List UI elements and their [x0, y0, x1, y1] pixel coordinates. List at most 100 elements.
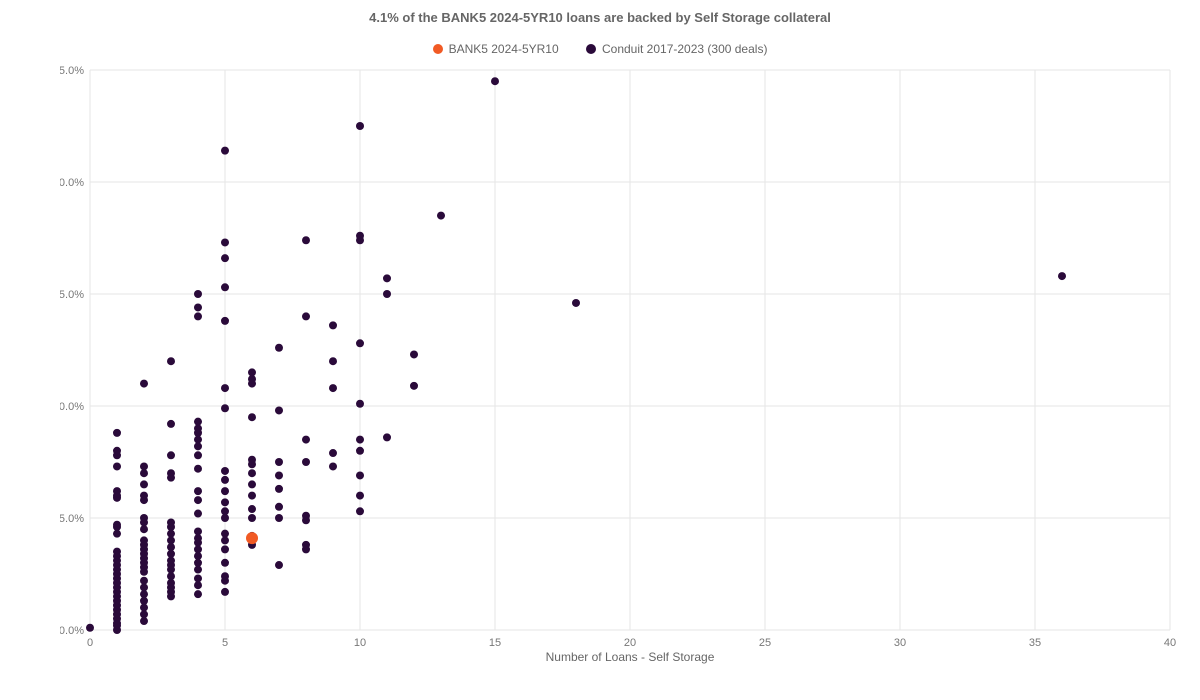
svg-text:10.0%: 10.0% [60, 401, 84, 413]
data-point [329, 384, 337, 392]
data-point [1058, 272, 1066, 280]
data-point [275, 561, 283, 569]
data-point [194, 303, 202, 311]
data-point [113, 429, 121, 437]
data-point [248, 514, 256, 522]
data-point [221, 384, 229, 392]
plot-area: 0.0%5.0%10.0%15.0%20.0%25.0% 05101520253… [60, 65, 1180, 665]
data-point [356, 122, 364, 130]
data-point [221, 530, 229, 538]
data-point [302, 541, 310, 549]
data-point [248, 368, 256, 376]
data-point [302, 458, 310, 466]
data-point [140, 514, 148, 522]
data-point [221, 588, 229, 596]
data-point [302, 436, 310, 444]
x-axis-ticks: 0510152025303540 [87, 637, 1176, 649]
data-point [329, 357, 337, 365]
svg-text:20.0%: 20.0% [60, 177, 84, 189]
data-point [221, 317, 229, 325]
legend-swatch-conduit [586, 44, 596, 54]
data-point [221, 404, 229, 412]
data-point [248, 505, 256, 513]
series-highlight [246, 532, 258, 544]
data-point [248, 469, 256, 477]
data-point [275, 514, 283, 522]
svg-text:0.0%: 0.0% [60, 625, 84, 637]
chart-title: 4.1% of the BANK5 2024-5YR10 loans are b… [0, 10, 1200, 25]
data-point [221, 283, 229, 291]
data-point [140, 462, 148, 470]
data-point [356, 400, 364, 408]
data-point [194, 527, 202, 535]
data-point [248, 413, 256, 421]
data-point [221, 467, 229, 475]
data-point [356, 507, 364, 515]
data-point [194, 496, 202, 504]
data-point [221, 545, 229, 553]
data-point [302, 312, 310, 320]
data-point [410, 382, 418, 390]
data-point [113, 548, 121, 556]
data-point [356, 471, 364, 479]
data-point [383, 433, 391, 441]
svg-text:5.0%: 5.0% [60, 513, 84, 525]
data-point [356, 232, 364, 240]
data-point [302, 236, 310, 244]
data-point [275, 458, 283, 466]
data-point [246, 532, 258, 544]
legend-label-conduit: Conduit 2017-2023 (300 deals) [602, 42, 767, 56]
data-point [302, 512, 310, 520]
data-point [194, 465, 202, 473]
legend-item-conduit: Conduit 2017-2023 (300 deals) [586, 42, 767, 56]
data-point [410, 350, 418, 358]
data-point [275, 503, 283, 511]
data-point [356, 339, 364, 347]
data-point [248, 480, 256, 488]
data-point [221, 487, 229, 495]
data-point [167, 469, 175, 477]
data-point [356, 436, 364, 444]
scatter-chart: 4.1% of the BANK5 2024-5YR10 loans are b… [0, 0, 1200, 700]
data-point [221, 254, 229, 262]
data-point [140, 480, 148, 488]
svg-text:40: 40 [1164, 637, 1176, 649]
svg-text:25.0%: 25.0% [60, 65, 84, 77]
data-point [383, 274, 391, 282]
data-point [167, 518, 175, 526]
data-point [275, 344, 283, 352]
legend-swatch-highlight [433, 44, 443, 54]
data-point [221, 507, 229, 515]
data-point [140, 577, 148, 585]
data-point [329, 462, 337, 470]
data-point [194, 510, 202, 518]
data-point [329, 449, 337, 457]
data-point [194, 487, 202, 495]
data-point [221, 498, 229, 506]
svg-text:15.0%: 15.0% [60, 289, 84, 301]
data-point [140, 536, 148, 544]
data-point [572, 299, 580, 307]
y-axis-ticks: 0.0% 5.0% 10.0% 15.0% 20.0% 25.0% [60, 65, 84, 637]
data-point [167, 357, 175, 365]
svg-text:5: 5 [222, 637, 228, 649]
data-point [140, 380, 148, 388]
data-point [275, 471, 283, 479]
data-point [194, 290, 202, 298]
data-point [356, 492, 364, 500]
legend-label-highlight: BANK5 2024-5YR10 [449, 42, 559, 56]
svg-text:35: 35 [1029, 637, 1041, 649]
svg-text:0: 0 [87, 637, 93, 649]
data-point [329, 321, 337, 329]
data-point [113, 447, 121, 455]
chart-legend: BANK5 2024-5YR10 Conduit 2017-2023 (300 … [0, 42, 1200, 57]
data-point [113, 487, 121, 495]
data-point [221, 238, 229, 246]
data-point [275, 406, 283, 414]
data-point [383, 290, 391, 298]
data-point [167, 451, 175, 459]
series-conduit [86, 77, 1066, 634]
svg-text:30: 30 [894, 637, 906, 649]
svg-text:10: 10 [354, 637, 366, 649]
data-point [194, 312, 202, 320]
